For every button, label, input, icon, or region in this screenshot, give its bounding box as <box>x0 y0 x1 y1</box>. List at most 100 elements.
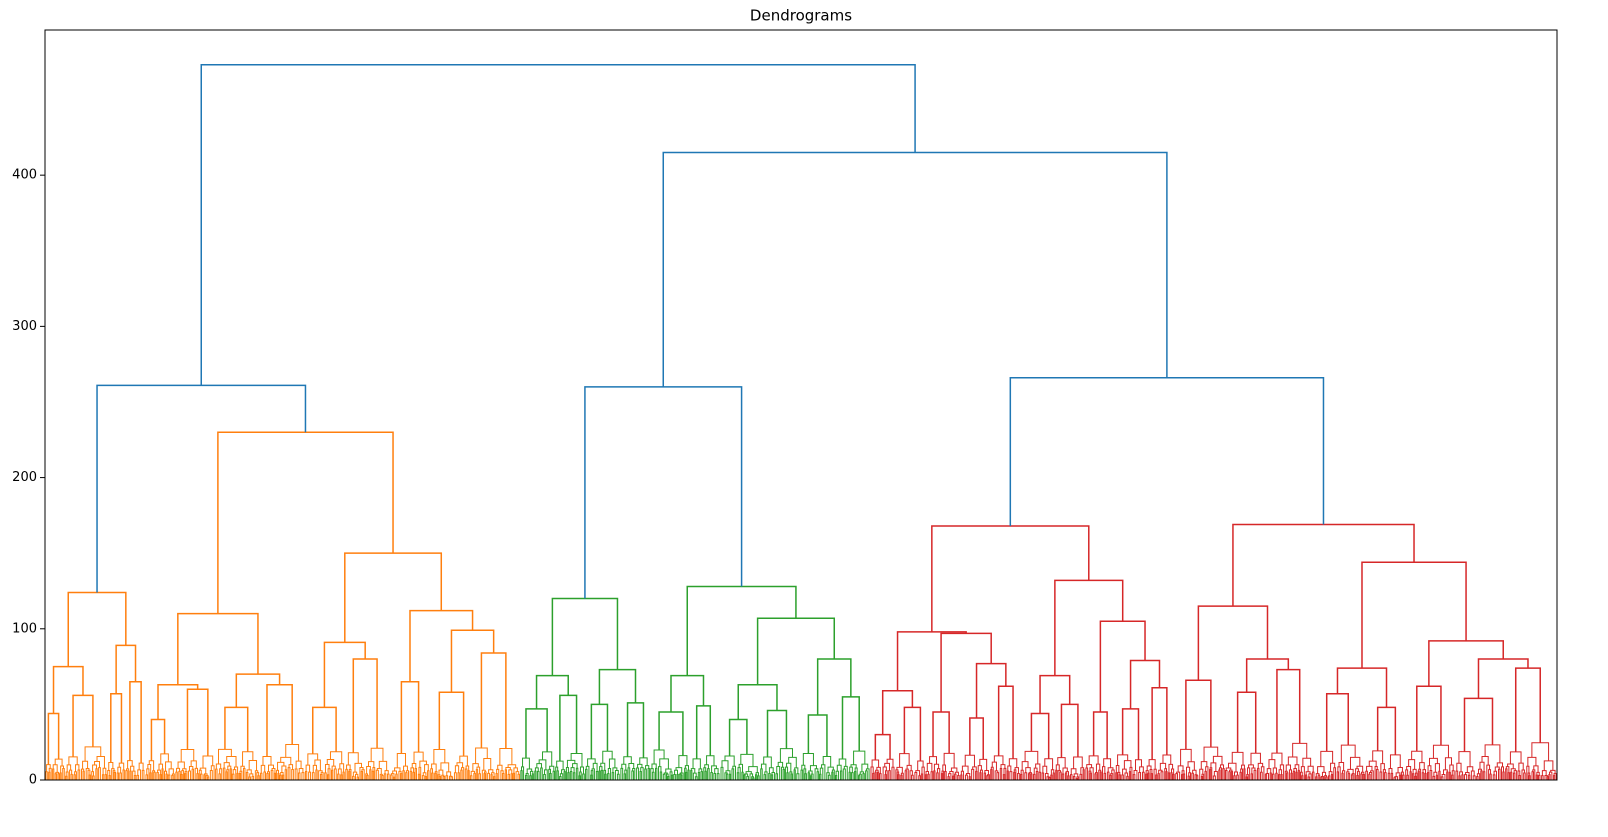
merge-link <box>737 683 778 720</box>
leaf-link <box>1416 685 1442 752</box>
leaf-link <box>1376 706 1397 755</box>
merge-link <box>896 631 967 691</box>
merge-link <box>598 668 637 705</box>
sub-link <box>469 747 520 780</box>
leaf-link <box>47 712 60 765</box>
leaf-link <box>311 706 337 754</box>
sub-link <box>620 756 650 780</box>
merge-link <box>1245 658 1290 693</box>
sub-link <box>720 753 760 780</box>
sub-link <box>125 760 145 780</box>
merge-link <box>52 665 84 714</box>
leaf-link <box>1514 667 1541 752</box>
merge-link <box>344 552 443 643</box>
sub-link <box>690 755 720 780</box>
leaf-link <box>150 718 166 761</box>
sub-link <box>650 749 690 780</box>
leaf-link <box>266 683 293 757</box>
leaf-link <box>1151 687 1168 760</box>
merge-link <box>975 662 1007 719</box>
merge-link <box>584 386 743 599</box>
merge-link <box>200 64 916 386</box>
leaf-link <box>480 652 507 749</box>
merge-link <box>1477 658 1529 699</box>
merge-link <box>323 641 366 708</box>
leaf-link <box>352 658 378 753</box>
merge-link <box>1054 579 1124 676</box>
sub-link <box>430 749 470 780</box>
merge-link <box>157 683 199 720</box>
sub-link <box>960 754 990 780</box>
leaf-link <box>186 688 209 757</box>
leaf-link <box>1185 679 1212 750</box>
y-tick-label: 100 <box>12 621 37 636</box>
sub-link <box>1264 742 1315 780</box>
sub-link <box>800 753 835 780</box>
chart-title: Dendrograms <box>750 7 852 25</box>
sub-link <box>1145 754 1175 780</box>
leaf-link <box>1276 668 1301 754</box>
merge-link <box>931 525 1090 632</box>
sub-link <box>1505 742 1557 780</box>
merge-link <box>662 151 1168 387</box>
sub-link <box>1224 751 1265 780</box>
plot-frame <box>44 29 1558 781</box>
merge-link <box>940 632 992 712</box>
leaf-link <box>728 718 748 757</box>
sub-link <box>1175 746 1225 780</box>
sub-link <box>585 750 620 780</box>
sub-link <box>520 751 556 780</box>
sub-link <box>1085 755 1115 780</box>
sub-link <box>1115 754 1145 780</box>
leaf-link <box>874 733 891 760</box>
leaf-link <box>1236 691 1257 754</box>
y-tick-label: 200 <box>12 470 37 485</box>
sub-link <box>304 751 345 780</box>
sub-link <box>45 758 65 780</box>
leaf-link <box>841 696 860 759</box>
leaf-link <box>969 717 984 760</box>
leaf-link <box>525 708 548 759</box>
merge-link <box>535 674 569 709</box>
y-tick-label: 400 <box>12 168 37 183</box>
sub-link <box>760 748 800 780</box>
sub-link <box>924 752 960 780</box>
leaf-link <box>438 691 465 757</box>
leaf-link <box>807 714 828 757</box>
leaf-link <box>903 706 922 762</box>
sub-link <box>895 753 925 780</box>
merge-link <box>409 609 474 682</box>
sub-link <box>107 761 125 780</box>
leaf-link <box>129 680 142 764</box>
links <box>45 64 1557 780</box>
merge-link <box>1009 377 1325 526</box>
leaf-link <box>1463 697 1494 752</box>
merge-link <box>235 673 281 708</box>
sub-link <box>1405 744 1455 780</box>
merge-link <box>96 384 307 593</box>
leaf-link <box>658 711 684 756</box>
merge-link <box>1428 640 1504 687</box>
sub-link <box>990 755 1020 780</box>
leaf-link <box>695 705 712 759</box>
merge-link <box>115 644 137 694</box>
merge-link <box>217 431 394 614</box>
sub-link <box>1315 744 1365 780</box>
leaf-link <box>224 706 249 752</box>
leaf-link <box>932 711 950 757</box>
sub-link <box>834 750 870 780</box>
sub-link <box>1055 756 1085 780</box>
merge-link <box>1099 620 1146 712</box>
merge-link <box>686 585 797 676</box>
merge-link <box>1197 605 1269 681</box>
sub-link <box>215 748 260 780</box>
leaf-link <box>559 694 578 762</box>
merge-link <box>1232 523 1415 607</box>
sub-link <box>145 753 175 780</box>
merge-link <box>67 591 127 667</box>
leaf-link <box>1325 693 1349 752</box>
merge-link <box>551 597 619 676</box>
sub-link <box>1365 750 1405 780</box>
leaf-link <box>1121 708 1140 760</box>
